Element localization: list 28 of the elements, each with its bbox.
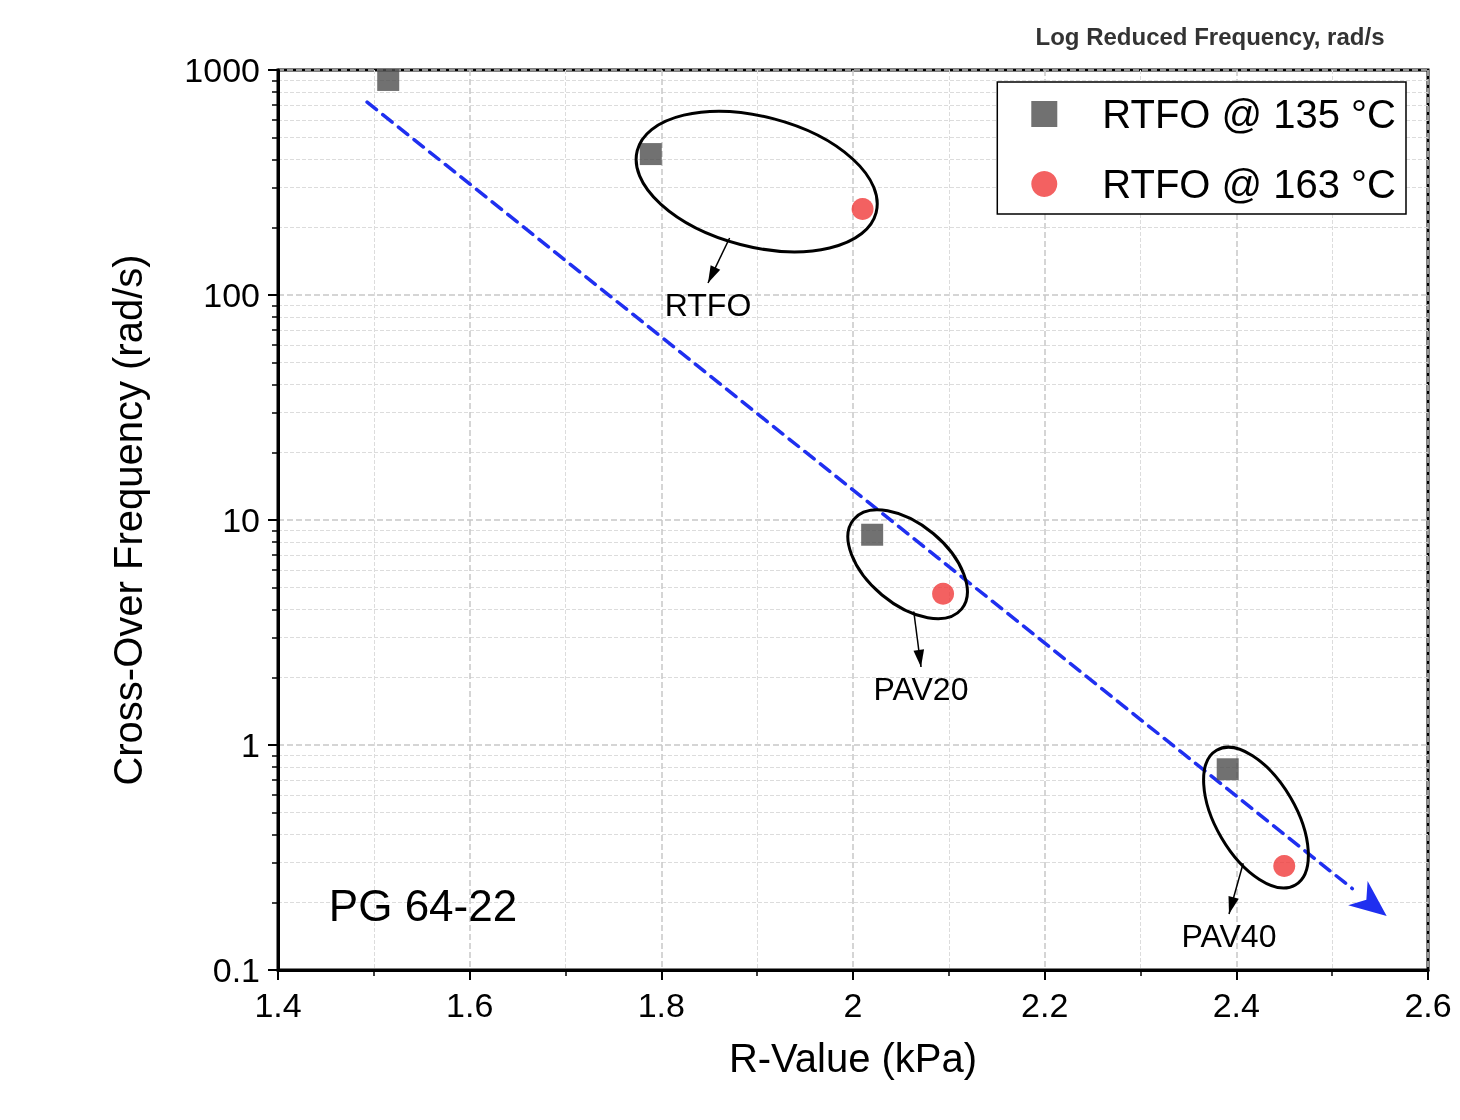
x-tick-label: 2.4 [1212, 986, 1260, 1024]
x-axis-title: R-Value (kPa) [728, 1036, 978, 1080]
y-tick-label: 100 [203, 276, 260, 314]
x-tick-label: 2 [843, 986, 863, 1024]
text: Log Reduced Frequency, rad/s [1035, 22, 1385, 50]
point [861, 523, 884, 546]
point [639, 143, 662, 166]
annotation: PAV40 [1181, 918, 1277, 954]
annotation: PG 64-22 [328, 880, 518, 930]
x-tick-label: 2.2 [1021, 986, 1069, 1024]
annotation: RTFO [664, 287, 752, 323]
y-tick-label: 10 [222, 501, 260, 539]
point [1216, 758, 1239, 781]
x-tick-label: 1.6 [446, 986, 494, 1024]
point [851, 198, 874, 221]
y-tick-label: 0.1 [212, 951, 260, 989]
y-axis-title: Cross-Over Frequency (rad/s) [106, 254, 150, 786]
y-tick-label: 1 [241, 726, 260, 764]
annotation: PAV20 [873, 671, 969, 707]
point [377, 68, 400, 91]
x-tick-label: 1.4 [254, 986, 302, 1024]
x-tick-label: 1.8 [637, 986, 685, 1024]
x-tick-label: 2.6 [1404, 986, 1452, 1024]
point [1273, 854, 1296, 877]
y-tick-label: 1000 [184, 51, 260, 89]
legend-label: RTFO @ 135 °C [1102, 92, 1397, 136]
point [932, 582, 955, 605]
legend-label: RTFO @ 163 °C [1102, 162, 1397, 206]
